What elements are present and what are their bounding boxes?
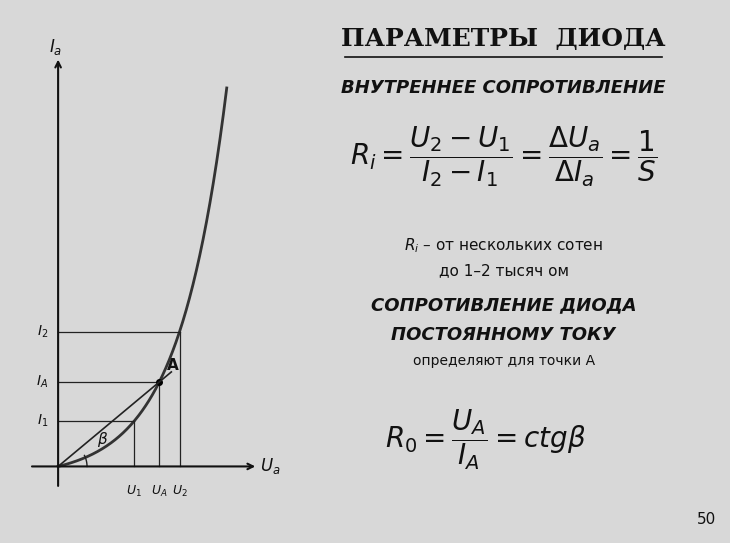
Text: 50: 50 — [697, 512, 716, 527]
Text: ВНУТРЕННЕЕ СОПРОТИВЛЕНИЕ: ВНУТРЕННЕЕ СОПРОТИВЛЕНИЕ — [342, 79, 666, 97]
Text: $U_2$: $U_2$ — [172, 484, 188, 500]
Text: СОПРОТИВЛЕНИЕ ДИОДА: СОПРОТИВЛЕНИЕ ДИОДА — [371, 296, 637, 314]
Text: $R_i = \dfrac{U_2 - U_1}{I_2 - I_1} = \dfrac{\Delta U_a}{\Delta I_a} = \dfrac{1}: $R_i = \dfrac{U_2 - U_1}{I_2 - I_1} = \d… — [350, 125, 657, 189]
Text: $R_i$ – от нескольких сотен: $R_i$ – от нескольких сотен — [404, 236, 603, 255]
Text: $\beta$: $\beta$ — [96, 430, 108, 449]
Text: ПОСТОЯННОМУ ТОКУ: ПОСТОЯННОМУ ТОКУ — [391, 326, 616, 344]
Text: $I_A$: $I_A$ — [36, 374, 48, 390]
Text: ПАРАМЕТРЫ  ДИОДА: ПАРАМЕТРЫ ДИОДА — [342, 27, 666, 51]
Text: определяют для точки A: определяют для точки A — [412, 354, 595, 368]
Text: $I_2$: $I_2$ — [37, 324, 48, 340]
Text: $U_1$: $U_1$ — [126, 484, 142, 500]
Text: $R_0 = \dfrac{U_A}{I_A} = ctg\beta$: $R_0 = \dfrac{U_A}{I_A} = ctg\beta$ — [385, 407, 586, 471]
Text: $I_1$: $I_1$ — [37, 413, 48, 430]
Text: $U_A$: $U_A$ — [151, 484, 168, 500]
Text: A: A — [166, 358, 178, 373]
Text: до 1–2 тысяч ом: до 1–2 тысяч ом — [439, 263, 569, 279]
Text: $I_a$: $I_a$ — [49, 37, 62, 57]
Text: $U_a$: $U_a$ — [261, 457, 281, 476]
